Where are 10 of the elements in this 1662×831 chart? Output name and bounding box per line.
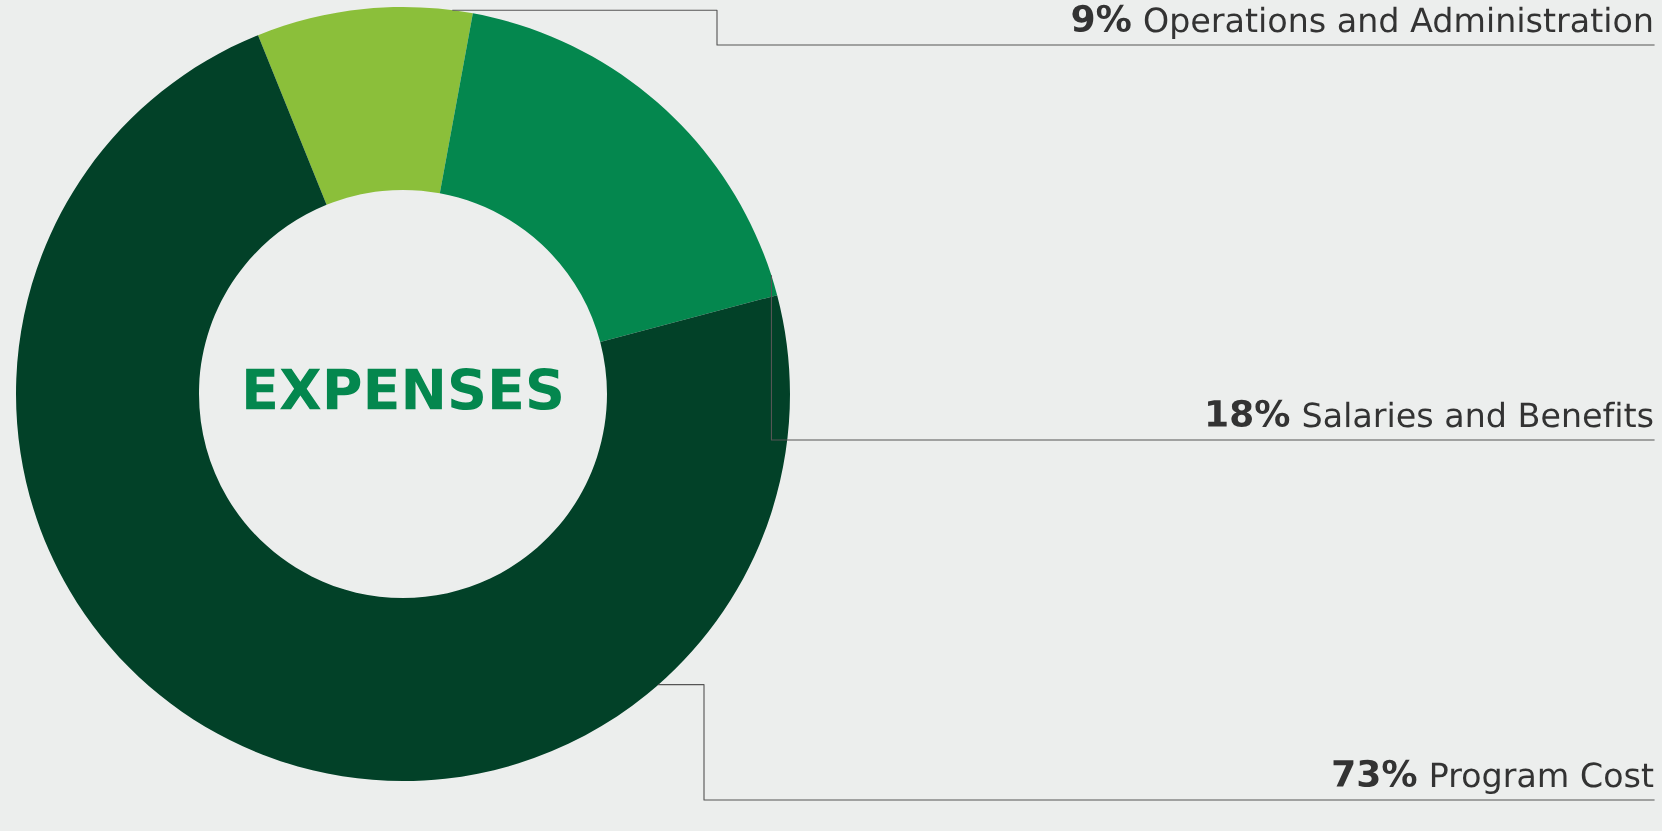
data-label: 18%	[1208, 399, 1290, 427]
data-label: 73%	[1333, 759, 1417, 787]
slice-label: Program Cost	[1431, 762, 1654, 794]
donut-slice	[439, 13, 778, 342]
data-label: 9%	[1072, 4, 1131, 32]
slice-label: Salaries and Benefits	[1303, 401, 1653, 428]
donut-slice	[16, 35, 790, 781]
slice-label: Operations and Administration	[1144, 6, 1652, 39]
text: EXPENSES	[246, 368, 561, 411]
donut-slice	[258, 7, 473, 205]
